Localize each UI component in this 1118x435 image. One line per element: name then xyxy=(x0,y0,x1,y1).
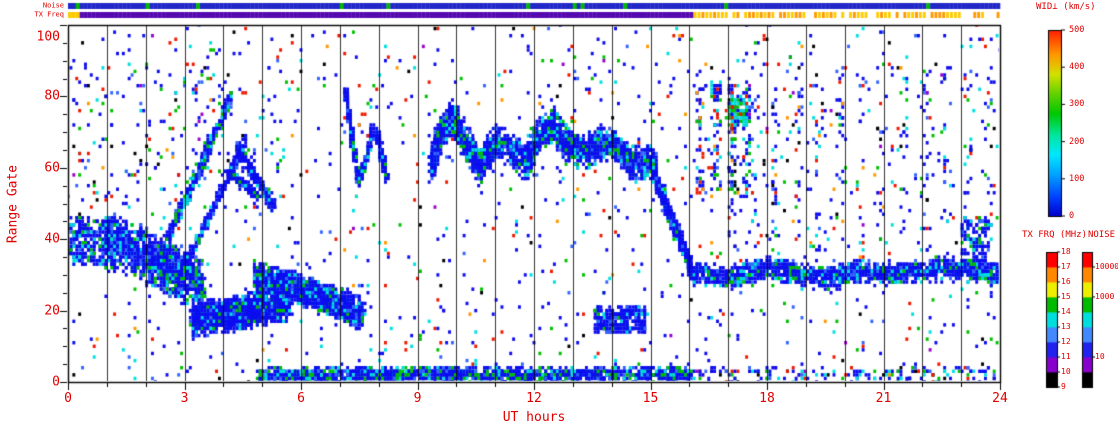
x-axis-tick-label: 0 xyxy=(64,391,72,406)
x-axis-tick-label: 9 xyxy=(413,391,422,406)
txfrq-colorbar-title: TX FRQ (MHz) xyxy=(1022,230,1088,240)
txfrq-scale-tick-label: 11 xyxy=(1061,352,1071,362)
wid-scale-tick-label: 100 xyxy=(1069,173,1085,184)
txfrq-scale-tick-label: 10 xyxy=(1061,367,1071,376)
x-axis-title: UT hours xyxy=(502,410,566,425)
txfrq-scale-tick-label: 9 xyxy=(1061,382,1066,391)
noise-scale-tick-label: 10 xyxy=(1095,352,1105,362)
wid-scale-tick-label: 300 xyxy=(1069,99,1085,110)
x-axis-tick-label: 24 xyxy=(992,391,1008,406)
wid-scale-tick-label: 0 xyxy=(1069,210,1075,221)
y-axis-tick-label: 100 xyxy=(36,29,60,45)
y-axis-tick-label: 40 xyxy=(44,231,60,247)
y-axis-tick-label: 80 xyxy=(44,88,60,104)
y-axis-tick-label: 0 xyxy=(52,374,60,390)
wid-scale-tick-label: 200 xyxy=(1069,136,1085,147)
y-axis-tick-label: 20 xyxy=(44,303,60,319)
x-axis-tick-label: 6 xyxy=(297,391,305,406)
txfrq-scale-tick-label: 13 xyxy=(1061,322,1071,332)
txfrq-scale-tick-label: 17 xyxy=(1061,261,1071,271)
txfrq-scale-tick-label: 15 xyxy=(1061,291,1071,301)
wid-scale-tick-label: 400 xyxy=(1069,61,1085,72)
tx-freq-strip-label: TX Freq xyxy=(34,10,64,19)
noise-scale-tick-label: 1000 xyxy=(1095,291,1115,301)
txfrq-scale-tick-label: 12 xyxy=(1061,337,1071,347)
wid-scale-tick-label: 500 xyxy=(1069,24,1085,35)
x-axis-tick-label: 21 xyxy=(875,391,892,406)
txfrq-scale-tick-label: 18 xyxy=(1061,247,1071,256)
x-axis-tick-label: 12 xyxy=(526,391,542,406)
noise-colorbar-title: NOISE xyxy=(1088,230,1116,240)
x-axis-tick-label: 18 xyxy=(759,391,775,406)
wid-colorbar-title: WID⊥ (km/s) xyxy=(1036,2,1096,12)
x-axis-tick-label: 15 xyxy=(642,391,659,406)
txfrq-scale-tick-label: 16 xyxy=(1061,276,1071,286)
y-axis-tick-label: 60 xyxy=(44,160,60,176)
x-axis-tick-label: 3 xyxy=(180,391,189,406)
noise-strip-label: Noise xyxy=(42,1,64,10)
y-axis-title: Range Gate xyxy=(5,164,21,244)
txfrq-scale-tick-label: 14 xyxy=(1061,306,1071,316)
noise-scale-tick-label: 10000 xyxy=(1095,261,1118,271)
